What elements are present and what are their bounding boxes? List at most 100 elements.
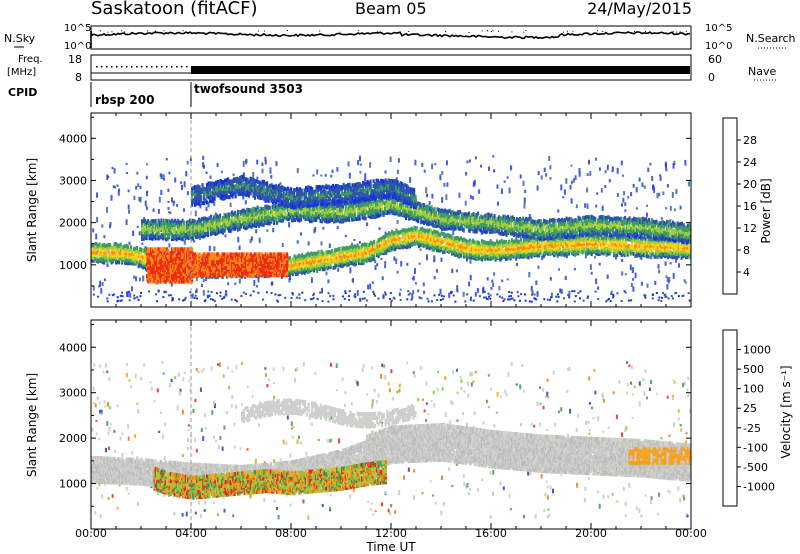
power-speckle bbox=[584, 253, 587, 259]
power-band-1-cell bbox=[226, 222, 229, 227]
power-band-0-cell bbox=[103, 246, 106, 251]
power-band-0-cell bbox=[373, 239, 376, 244]
power-band-1-cell bbox=[268, 218, 271, 223]
power-band-0-cell bbox=[656, 251, 659, 256]
power-band-1-cell bbox=[223, 218, 226, 223]
power-band-0-cell bbox=[647, 254, 650, 259]
power-band-0-cell bbox=[580, 239, 583, 244]
power-speckle bbox=[349, 267, 352, 274]
power-band-1-cell bbox=[379, 199, 382, 203]
power-band-0-cell bbox=[500, 252, 503, 257]
power-band-0-cell bbox=[583, 246, 586, 251]
power-nearrange bbox=[359, 299, 362, 302]
power-band-1-cell bbox=[178, 230, 181, 235]
power-band-1-cell bbox=[214, 228, 217, 233]
power-speckle bbox=[371, 245, 374, 248]
power-speckle bbox=[170, 282, 173, 287]
power-band-0-cell bbox=[395, 239, 398, 244]
power-speckle bbox=[101, 224, 104, 228]
power-band-0-cell bbox=[557, 251, 560, 256]
power-speckle bbox=[601, 205, 604, 211]
power-nearrange bbox=[377, 297, 380, 300]
power-band-1-cell bbox=[222, 230, 225, 235]
power-band-0-cell bbox=[350, 248, 353, 253]
power-band-0-cell bbox=[290, 270, 293, 275]
power-band-0-cell bbox=[448, 238, 451, 243]
power-band-1-cell bbox=[190, 220, 193, 225]
power-band-0-cell bbox=[455, 236, 458, 240]
power-band-0-cell bbox=[127, 253, 130, 257]
power-band-0-cell bbox=[572, 236, 575, 241]
power-nearrange bbox=[582, 299, 585, 302]
power-band-1-cell bbox=[375, 207, 378, 212]
power-nearrange bbox=[171, 296, 174, 299]
power-band-1-cell bbox=[358, 205, 361, 210]
power-band-0-cell bbox=[506, 241, 509, 246]
power-band-0-cell bbox=[622, 245, 625, 250]
power-band-1-cell bbox=[259, 221, 262, 226]
power-band-0-cell bbox=[638, 243, 641, 248]
power-band-0-cell bbox=[538, 239, 541, 244]
power-band-0-cell bbox=[382, 235, 385, 240]
power-band-0-cell bbox=[547, 251, 550, 256]
power-band-0-cell bbox=[320, 261, 323, 266]
power-band-1-cell bbox=[177, 233, 180, 238]
power-band-0-cell bbox=[323, 263, 326, 268]
power-band-0-cell bbox=[586, 242, 589, 247]
power-band-0-cell bbox=[497, 249, 500, 254]
power-band-0-cell bbox=[350, 255, 353, 260]
power-band-1-cell bbox=[358, 216, 361, 221]
power-band-0-cell bbox=[406, 232, 409, 237]
power-band-0-cell bbox=[326, 250, 329, 255]
power-band-1-cell bbox=[364, 216, 367, 221]
power-speckle bbox=[371, 281, 374, 284]
nsearch-mark bbox=[468, 32, 470, 33]
power-band-0-cell bbox=[610, 241, 613, 246]
power-speckle bbox=[622, 174, 624, 177]
power-band-0-cell bbox=[386, 244, 389, 249]
power-speckle bbox=[515, 236, 518, 240]
power-band-1-cell bbox=[376, 202, 379, 207]
power-band-1-cell bbox=[384, 210, 387, 215]
power-nearrange bbox=[291, 292, 294, 294]
power-band-0-cell bbox=[307, 262, 310, 267]
power-band-0-cell bbox=[323, 252, 326, 256]
power-band-1-cell bbox=[249, 215, 252, 220]
power-nearrange bbox=[612, 295, 615, 298]
power-band-1-cell bbox=[250, 215, 253, 219]
power-band-1-cell bbox=[271, 204, 274, 209]
power-band-0-cell bbox=[350, 252, 353, 257]
power-band-0-cell bbox=[100, 244, 103, 249]
power-band-0-cell bbox=[677, 251, 680, 256]
power-band-0-cell bbox=[662, 243, 665, 248]
power-band-0-cell bbox=[341, 249, 344, 254]
power-band-1-cell bbox=[169, 231, 172, 236]
power-speckle bbox=[493, 169, 495, 173]
power-speckle bbox=[374, 259, 377, 264]
power-band-1-cell bbox=[180, 236, 183, 241]
power-band-0-cell bbox=[560, 252, 563, 257]
power-band-0-cell bbox=[299, 254, 302, 259]
power-band-1-cell bbox=[289, 209, 292, 214]
power-band-1-cell bbox=[315, 212, 318, 217]
power-band-0-cell bbox=[503, 239, 506, 244]
power-band-0-cell bbox=[628, 244, 631, 248]
power-speckle bbox=[353, 239, 356, 242]
power-band-0-cell bbox=[622, 235, 625, 240]
power-nearrange bbox=[221, 297, 224, 300]
power-band-0-cell bbox=[329, 259, 332, 264]
power-nearrange bbox=[252, 290, 255, 293]
power-band-0-cell bbox=[362, 242, 365, 247]
power-band-0-cell bbox=[311, 264, 314, 269]
power-band-0-cell bbox=[458, 245, 461, 250]
power-band-1-cell bbox=[336, 209, 339, 214]
power-band-0-cell bbox=[512, 246, 515, 251]
power-speckle bbox=[325, 271, 328, 276]
power-band-0-cell bbox=[385, 250, 388, 255]
power-band-1-cell bbox=[157, 234, 160, 239]
power-nearrange bbox=[508, 295, 511, 298]
power-nearrange bbox=[470, 296, 472, 299]
power-nearrange bbox=[568, 296, 571, 299]
power-band-0-cell bbox=[335, 248, 338, 253]
power-band-0-cell bbox=[322, 262, 325, 267]
